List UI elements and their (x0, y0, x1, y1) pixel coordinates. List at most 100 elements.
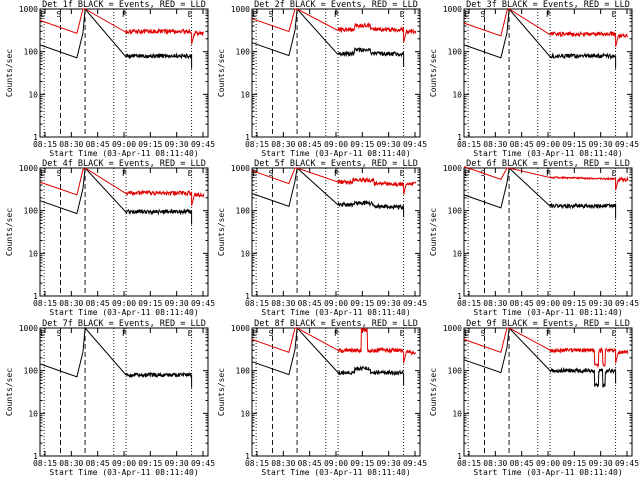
y-tick-label: 100 (448, 207, 463, 216)
x-tick-label: 08:15 (457, 459, 481, 468)
y-axis-label: Counts/sec (429, 49, 438, 97)
x-tick-label: 09:30 (589, 140, 613, 149)
marker-label: P (546, 329, 551, 338)
plot-frame (39, 327, 209, 457)
marker-label: E (252, 10, 257, 19)
marker-label: S (268, 10, 273, 19)
plot-frame (251, 327, 421, 457)
y-tick-label: 1 (33, 292, 38, 301)
x-tick-label: 09:45 (615, 299, 639, 308)
y-axis-label: Counts/sec (429, 208, 438, 256)
panel-det-8: Det 8f BLACK = Events, RED = LLD 1 10 100 10… (217, 319, 427, 477)
x-tick-label: 09:00 (324, 140, 348, 149)
x-tick-label: 08:45 (298, 299, 322, 308)
chart-title: Det 8f BLACK = Events, RED = LLD (254, 319, 418, 329)
x-tick-label: 08:15 (457, 140, 481, 149)
x-tick-label: 09:15 (350, 299, 374, 308)
series-line-events (463, 166, 617, 219)
x-tick-label: 09:45 (615, 459, 639, 468)
plot-frame (463, 8, 633, 138)
y-axis-label: Counts/sec (217, 368, 226, 416)
marker-label: E (188, 169, 193, 178)
y-tick-label: 10 (452, 90, 462, 99)
x-tick-label: 09:30 (377, 299, 401, 308)
y-tick-label: 1 (33, 133, 38, 142)
x-tick-label: 08:45 (86, 459, 110, 468)
x-tick-label: 08:45 (510, 459, 534, 468)
series-line-lld (463, 8, 629, 47)
marker-label: E (188, 329, 193, 338)
x-tick-label: 09:30 (165, 140, 189, 149)
panel-det-9: Det 9f BLACK = Events, RED = LLD 1 10 100 10… (429, 319, 639, 477)
marker-label: E (40, 329, 45, 338)
marker-label: P (122, 329, 127, 338)
series-line-events (39, 166, 193, 225)
y-tick-label: 1000 (231, 324, 250, 333)
x-tick-label: 09:00 (112, 299, 136, 308)
y-tick-label: 1000 (231, 5, 250, 14)
marker-label: P (122, 169, 127, 178)
series-line-lld (39, 167, 205, 206)
y-tick-label: 1 (457, 452, 462, 461)
series-line-events (251, 167, 405, 218)
x-tick-label: 09:15 (138, 459, 162, 468)
x-tick-label: 09:15 (562, 299, 586, 308)
marker-label: E (40, 10, 45, 19)
x-tick-label: 09:45 (191, 140, 215, 149)
y-tick-label: 1 (245, 452, 250, 461)
x-tick-label: 08:15 (33, 459, 57, 468)
y-tick-label: 1000 (443, 164, 462, 173)
marker-label: E (400, 10, 405, 19)
x-axis-label: Start Time (03-Apr-11 08:11:40) (473, 468, 622, 477)
marker-label: E (400, 169, 405, 178)
x-tick-label: 09:45 (403, 299, 427, 308)
x-tick-label: 09:15 (562, 140, 586, 149)
chart-title: Det 5f BLACK = Events, RED = LLD (254, 159, 418, 169)
x-tick-label: 09:45 (403, 140, 427, 149)
x-axis-label: Start Time (03-Apr-11 08:11:40) (49, 468, 198, 477)
y-tick-label: 1 (457, 133, 462, 142)
series-line-events (251, 7, 405, 67)
y-tick-label: 1 (245, 292, 250, 301)
x-tick-label: 09:30 (377, 140, 401, 149)
x-tick-label: 08:30 (59, 299, 83, 308)
plot-frame (39, 8, 209, 138)
x-tick-label: 08:30 (483, 459, 507, 468)
y-tick-label: 10 (28, 90, 38, 99)
marker-label: P (546, 10, 551, 19)
x-axis-label: Start Time (03-Apr-11 08:11:40) (49, 308, 198, 317)
marker-label: P (334, 169, 339, 178)
x-tick-label: 09:30 (165, 459, 189, 468)
series-line-lld (251, 327, 417, 364)
x-tick-label: 08:45 (510, 299, 534, 308)
y-tick-label: 100 (24, 207, 39, 216)
y-tick-label: 100 (236, 207, 251, 216)
panel-det-1: Det 1f BLACK = Events, RED = LLD 1 10 100 10… (5, 0, 215, 158)
x-tick-label: 09:15 (138, 140, 162, 149)
series-line-events (39, 326, 193, 388)
x-tick-label: 09:15 (138, 299, 162, 308)
chart-title: Det 3f BLACK = Events, RED = LLD (466, 0, 630, 10)
x-axis-label: Start Time (03-Apr-11 08:11:40) (473, 149, 622, 158)
y-tick-label: 10 (452, 249, 462, 258)
x-tick-label: 09:15 (562, 459, 586, 468)
series-line-events (463, 7, 617, 69)
panel-det-4: Det 4f BLACK = Events, RED = LLD 1 10 100 10… (5, 159, 215, 317)
y-tick-label: 10 (452, 409, 462, 418)
chart-title: Det 4f BLACK = Events, RED = LLD (42, 159, 206, 169)
marker-label: E (252, 329, 257, 338)
x-axis-label: Start Time (03-Apr-11 08:11:40) (473, 308, 622, 317)
y-tick-label: 1000 (19, 324, 38, 333)
marker-label: P (334, 329, 339, 338)
y-tick-label: 1000 (443, 5, 462, 14)
y-tick-label: 10 (240, 90, 250, 99)
x-tick-label: 09:30 (589, 299, 613, 308)
series-line-lld (39, 8, 205, 45)
x-tick-label: 08:45 (86, 299, 110, 308)
plot-frame (463, 167, 633, 297)
y-tick-label: 100 (236, 367, 251, 376)
series-line-lld (251, 167, 417, 195)
x-tick-label: 08:30 (483, 299, 507, 308)
y-tick-label: 1 (245, 133, 250, 142)
